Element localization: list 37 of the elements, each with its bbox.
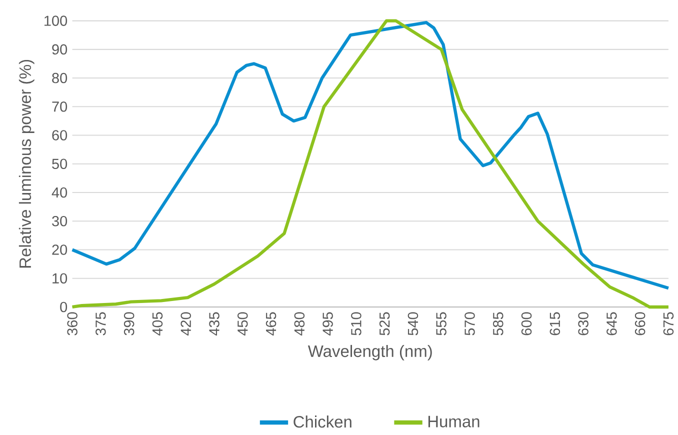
x-tick-label: 450 bbox=[238, 312, 248, 336]
legend-label: Human bbox=[428, 416, 480, 428]
x-tick-label: 390 bbox=[124, 312, 134, 336]
x-tick-label: 525 bbox=[379, 312, 390, 336]
x-tick-label: 405 bbox=[152, 312, 163, 336]
y-tick-label: 10 bbox=[52, 273, 68, 284]
y-tick-label: 20 bbox=[52, 244, 68, 256]
x-tick-label: 540 bbox=[408, 312, 418, 336]
y-axis-title: Relative luminous power (%) bbox=[18, 60, 34, 268]
y-tick-label: 50 bbox=[52, 158, 68, 170]
y-tick-label: 70 bbox=[52, 102, 68, 112]
y-tick-label: 60 bbox=[52, 130, 68, 141]
legend-label: Chicken bbox=[294, 416, 352, 428]
x-tick-label: 600 bbox=[521, 312, 532, 336]
y-tick-label: 80 bbox=[52, 73, 68, 84]
x-tick-label: 420 bbox=[180, 312, 191, 336]
x-tick-label: 480 bbox=[294, 312, 305, 336]
y-tick-label: 0 bbox=[60, 302, 68, 312]
x-tick-label: 585 bbox=[492, 312, 504, 336]
x-tick-label: 645 bbox=[606, 312, 617, 336]
x-tick-label: 465 bbox=[266, 312, 276, 336]
x-tick-label: 375 bbox=[96, 312, 106, 336]
x-axis-title: Wavelength (nm) bbox=[308, 345, 432, 360]
y-tick-label: 90 bbox=[52, 44, 68, 55]
y-tick-label: 40 bbox=[52, 187, 68, 198]
y-tick-label: 30 bbox=[52, 216, 68, 226]
x-tick-label: 510 bbox=[351, 312, 362, 336]
x-tick-label: 675 bbox=[663, 312, 674, 336]
x-tick-label: 555 bbox=[436, 312, 446, 336]
x-tick-label: 630 bbox=[578, 312, 588, 336]
x-tick-label: 570 bbox=[464, 312, 475, 336]
x-tick-label: 360 bbox=[67, 312, 78, 336]
y-tick-label: 100 bbox=[44, 16, 68, 26]
x-tick-label: 495 bbox=[322, 312, 333, 336]
x-tick-label: 660 bbox=[634, 312, 646, 336]
x-tick-label: 435 bbox=[209, 312, 220, 336]
x-tick-label: 615 bbox=[550, 312, 560, 336]
